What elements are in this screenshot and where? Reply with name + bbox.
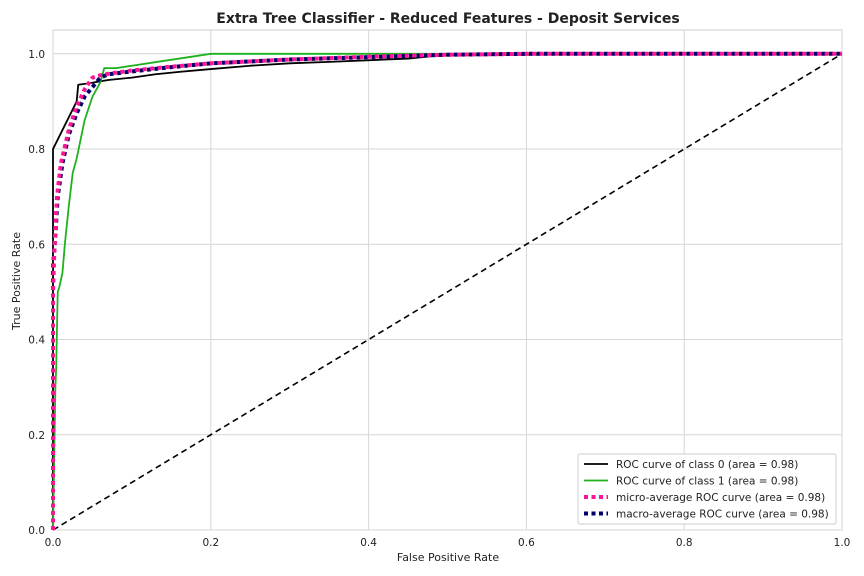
- x-tick-label: 0.2: [202, 537, 219, 549]
- x-tick-label: 1.0: [834, 537, 851, 549]
- x-tick-label: 0.8: [676, 537, 693, 549]
- series-layer: [51, 51, 843, 531]
- chart-title: Extra Tree Classifier - Reduced Features…: [216, 11, 679, 27]
- y-tick-label: 0.8: [28, 144, 45, 156]
- legend-entry: ROC curve of class 1 (area = 0.98): [616, 475, 798, 487]
- y-tick-label: 0.6: [28, 239, 45, 251]
- chance-diagonal-line: [52, 53, 843, 531]
- x-tick-label: 0.6: [518, 537, 535, 549]
- legend-entry: macro-average ROC curve (area = 0.98): [616, 508, 829, 520]
- y-tick-label: 0.0: [28, 525, 45, 537]
- y-tick-label: 0.2: [28, 430, 45, 442]
- legend: ROC curve of class 0 (area = 0.98) ROC cu…: [577, 453, 837, 525]
- series-line-1: [52, 52, 842, 531]
- y-tick-label: 1.0: [28, 49, 45, 61]
- x-tick-label: 0.0: [45, 537, 62, 549]
- legend-entry: micro-average ROC curve (area = 0.98): [616, 492, 825, 504]
- y-tick-labels: 0.0 0.2 0.4 0.6 0.8 1.0: [28, 49, 45, 537]
- plot-area: [52, 29, 843, 531]
- x-axis-label: False Positive Rate: [397, 551, 499, 564]
- x-tick-labels: 0.0 0.2 0.4 0.6 0.8 1.0: [45, 537, 851, 549]
- grid-lines: [52, 30, 843, 531]
- y-axis-label: True Positive Rate: [10, 232, 23, 331]
- x-tick-label: 0.4: [360, 537, 377, 549]
- legend-box: [577, 453, 837, 525]
- series-line-2: [51, 51, 842, 530]
- y-tick-label: 0.4: [28, 335, 45, 347]
- legend-entry: ROC curve of class 0 (area = 0.98): [616, 459, 798, 471]
